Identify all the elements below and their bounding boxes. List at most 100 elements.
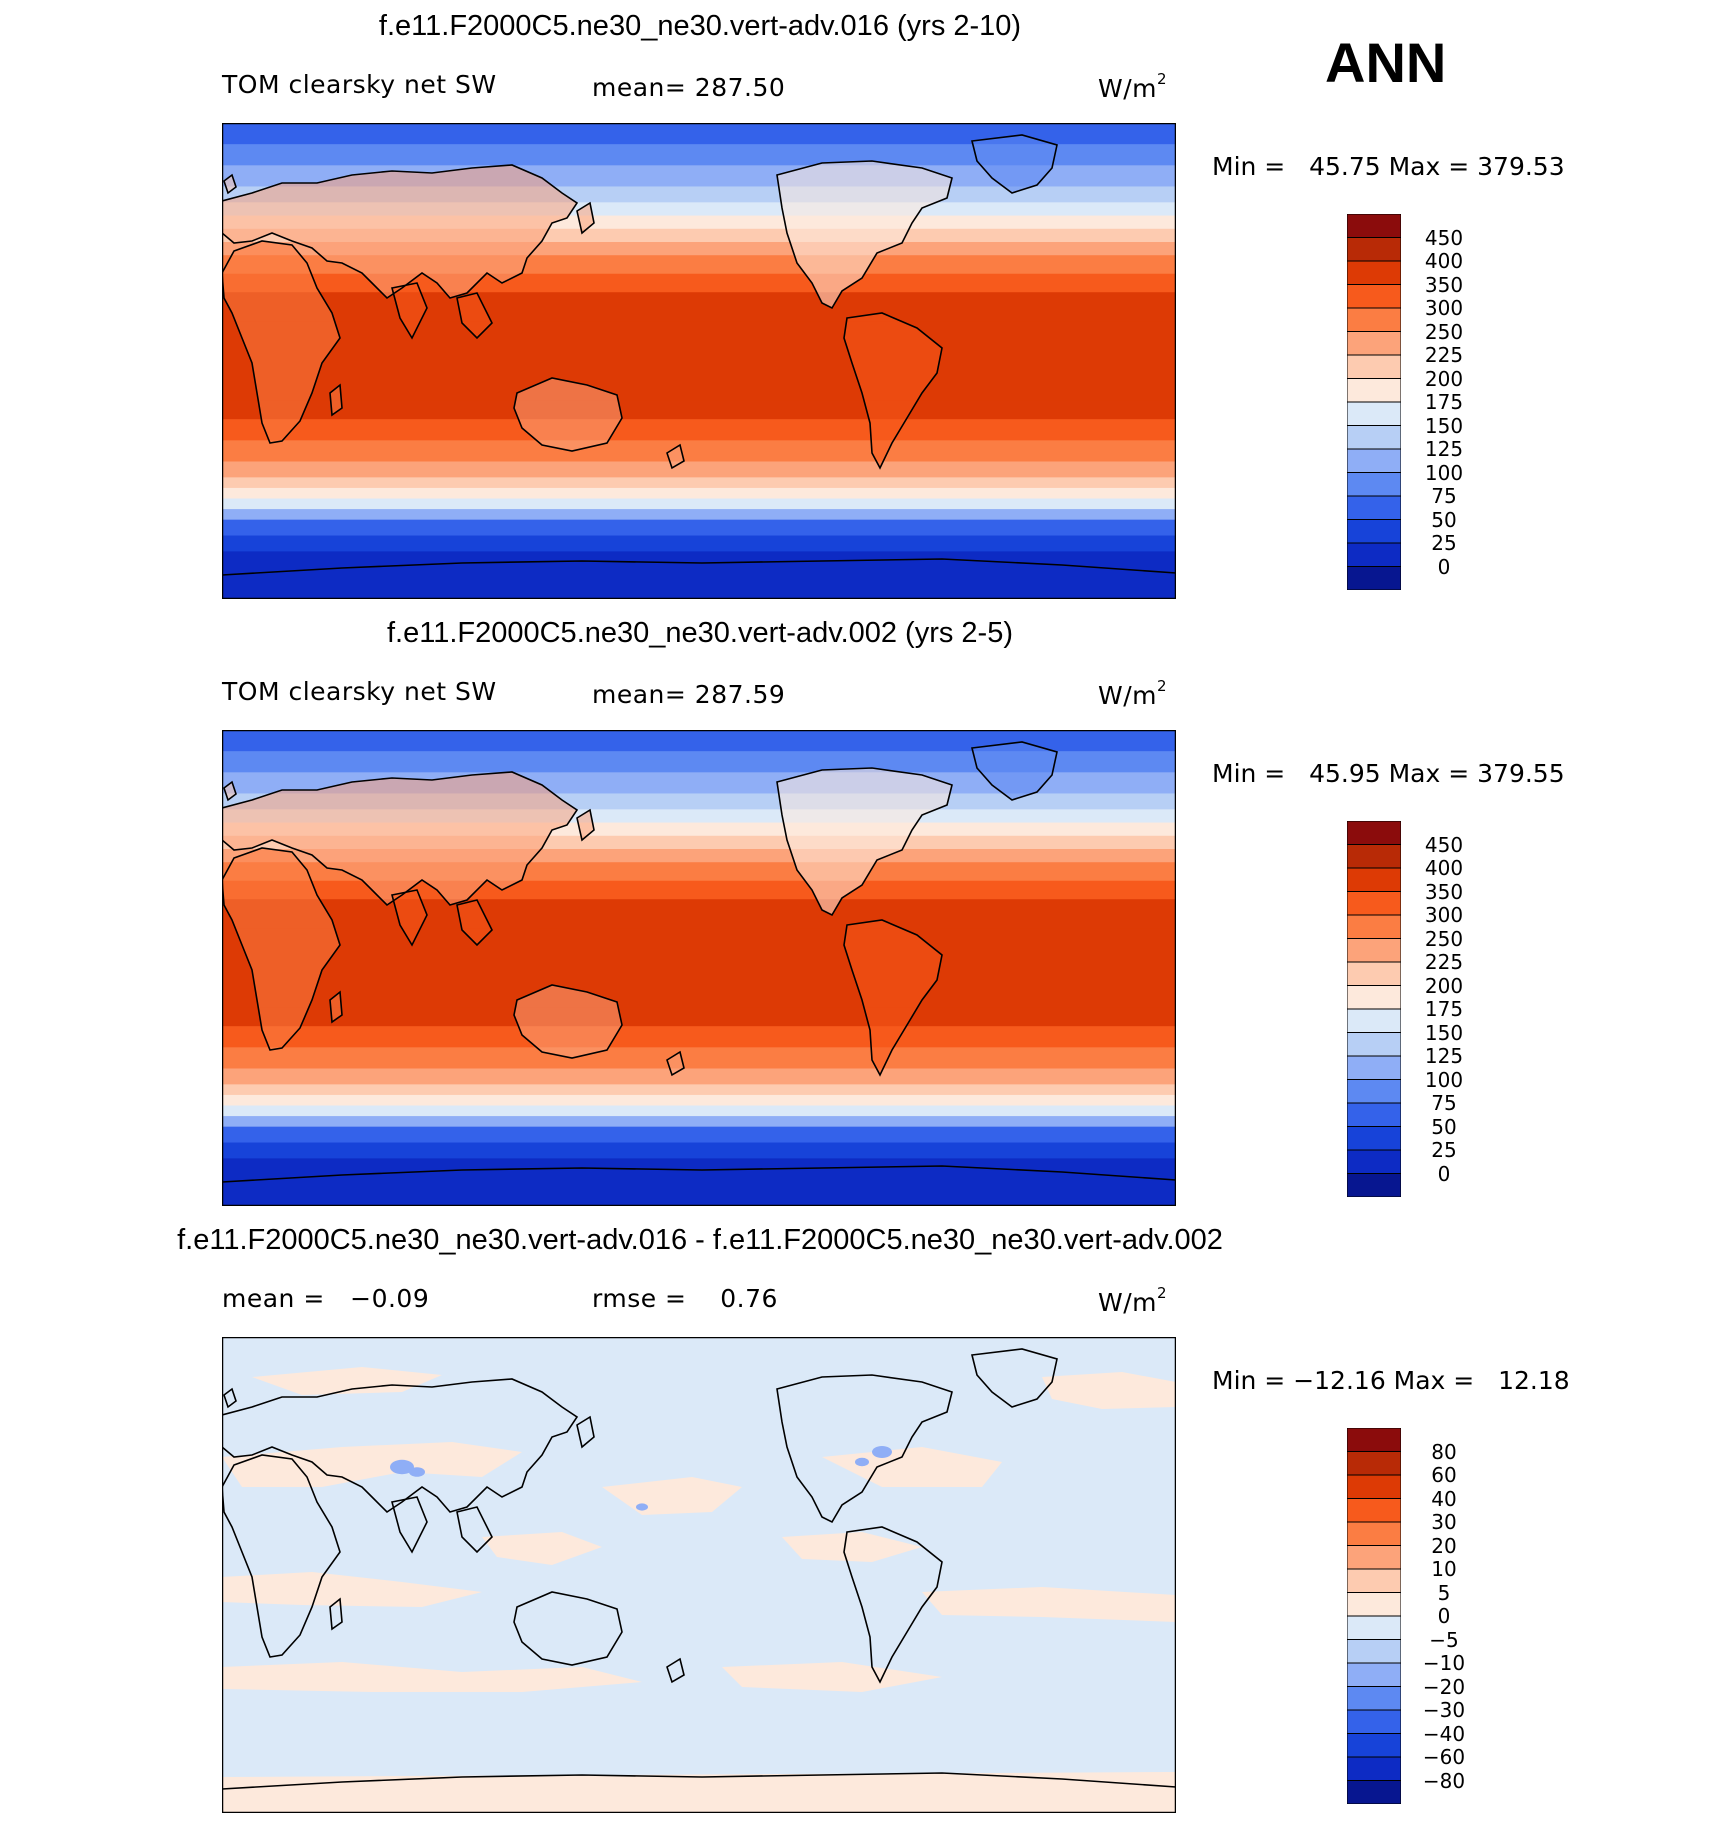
lat-band <box>222 1126 1176 1144</box>
colorbar-swatch <box>1347 1474 1401 1499</box>
coastline <box>391 282 428 340</box>
colorbar-swatch <box>1347 867 1401 892</box>
land-shading <box>222 772 577 905</box>
colorbar-tick-label: −10 <box>1422 1651 1466 1675</box>
colorbar-swatch <box>1347 1780 1401 1804</box>
colorbar-swatch <box>1347 214 1401 238</box>
coastline <box>456 899 493 947</box>
colorbar-tick-label: 0 <box>1437 1604 1451 1628</box>
colorbar-tick-label: 400 <box>1424 856 1464 880</box>
colorbar-swatch <box>1347 1592 1401 1617</box>
colorbar-tick-label: −5 <box>1429 1627 1459 1652</box>
colorbar-tick-label: 450 <box>1424 225 1464 250</box>
land-shading <box>844 313 942 468</box>
coastline <box>329 383 343 417</box>
lat-band <box>222 509 1176 521</box>
lat-band <box>222 292 1176 322</box>
colorbar-swatch <box>1347 1639 1401 1664</box>
coastline <box>222 1165 1176 1206</box>
colorbar-tick-label: 0 <box>1437 1161 1451 1186</box>
positive-region <box>252 1367 442 1395</box>
coastline <box>843 312 943 470</box>
land-shading <box>577 810 594 840</box>
land-shading <box>222 559 1176 599</box>
colorbar-tick-label: 150 <box>1424 1020 1464 1045</box>
colorbar-swatch <box>1347 425 1401 450</box>
coastline <box>971 134 1058 194</box>
land-shading <box>777 768 952 915</box>
land-shading <box>222 241 340 443</box>
negative-spot <box>872 1446 892 1458</box>
season-label: ANN <box>1325 31 1447 94</box>
lat-band <box>222 1142 1176 1159</box>
lat-band <box>222 321 1176 402</box>
colorbar-tick-label: 25 <box>1431 531 1457 555</box>
units-label: W/m2 <box>1098 70 1168 103</box>
minmax-label: Min = 45.95 Max = 379.55 <box>1212 759 1565 788</box>
variable-label: TOM clearsky net SW <box>222 70 497 99</box>
colorbar-swatch <box>1347 1055 1401 1080</box>
colorbar-tick-label: 450 <box>1424 832 1464 857</box>
colorbar-swatch <box>1347 1032 1401 1057</box>
coastline <box>776 1374 953 1524</box>
colorbar-swatch <box>1347 1662 1401 1687</box>
land-shading <box>222 165 577 298</box>
positive-region <box>922 1587 1176 1622</box>
coastline <box>329 990 343 1024</box>
colorbar-swatch <box>1347 1451 1401 1476</box>
coastline <box>576 808 595 842</box>
coastline <box>666 443 685 470</box>
land-shading <box>222 1166 1176 1206</box>
coastline <box>666 1657 685 1684</box>
lat-band <box>222 1007 1176 1027</box>
positive-region <box>482 1532 602 1565</box>
lat-band <box>222 1068 1176 1085</box>
lat-band <box>222 498 1176 510</box>
colorbar-tick-label: 250 <box>1424 319 1464 344</box>
colorbar-swatch <box>1347 1615 1401 1640</box>
panel-difference: f.e11.F2000C5.ne30_ne30.vert-adv.016 - f… <box>0 1214 1710 1824</box>
coastline <box>971 741 1058 801</box>
colorbar-tick-label: 40 <box>1431 1486 1457 1511</box>
coastline <box>222 1772 1176 1813</box>
coastline <box>513 377 623 452</box>
colorbar <box>1347 214 1401 590</box>
colorbar-tick-label: 10 <box>1431 1557 1457 1581</box>
lat-band <box>222 419 1176 441</box>
rmse-label: rmse = 0.76 <box>592 1284 778 1313</box>
colorbar-swatch <box>1347 354 1401 379</box>
colorbar-tick-label: 100 <box>1424 460 1464 485</box>
positive-region <box>1042 1372 1176 1409</box>
land-shading <box>514 985 622 1058</box>
lat-band <box>222 899 1176 929</box>
lat-band <box>222 487 1176 500</box>
colorbar-tick-label: 350 <box>1424 272 1464 297</box>
colorbar-tick-label: 80 <box>1431 1439 1457 1464</box>
map-frame <box>222 123 1176 599</box>
colorbar <box>1347 821 1401 1197</box>
colorbar-tick-label: 30 <box>1431 1510 1457 1534</box>
land-shading <box>777 161 952 308</box>
negative-spot <box>390 1459 414 1475</box>
colorbar-swatch <box>1347 1428 1401 1452</box>
colorbar-swatch <box>1347 542 1401 567</box>
lat-band <box>222 1116 1176 1128</box>
coastline <box>223 780 237 802</box>
coastline <box>513 984 623 1059</box>
coastline <box>223 173 237 195</box>
minmax-label: Min = −12.16 Max = 12.18 <box>1212 1366 1570 1395</box>
coastline <box>843 919 943 1077</box>
coastline <box>329 1597 343 1631</box>
global-map <box>222 730 1176 1206</box>
colorbar-swatch <box>1347 307 1401 332</box>
lat-band <box>222 400 1176 420</box>
coastline <box>843 1526 943 1684</box>
colorbar-swatch <box>1347 914 1401 939</box>
colorbar-swatch <box>1347 891 1401 916</box>
colorbar-swatch <box>1347 495 1401 520</box>
positive-region <box>782 1532 922 1562</box>
lat-band <box>222 461 1176 478</box>
colorbar-swatch <box>1347 961 1401 986</box>
lat-band <box>222 1094 1176 1107</box>
coastline <box>456 1506 493 1554</box>
